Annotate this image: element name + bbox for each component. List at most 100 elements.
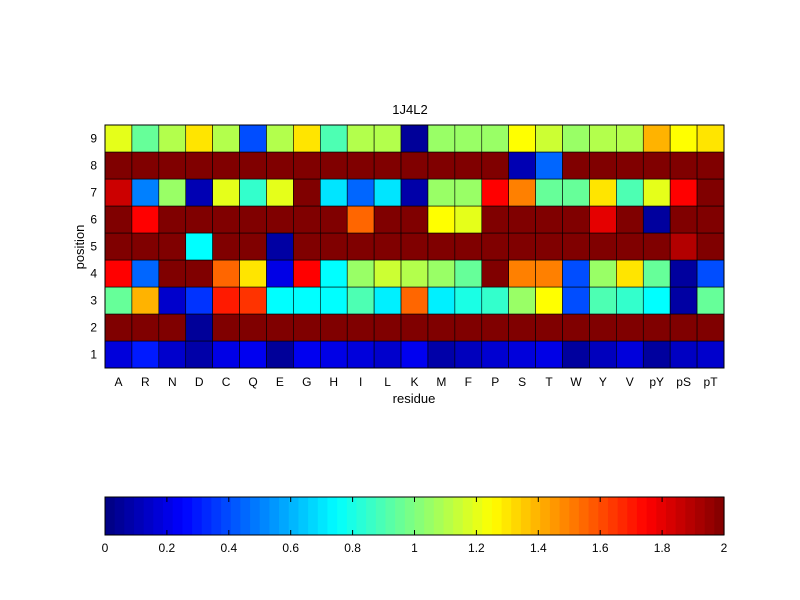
heatmap-cell [562,151,590,180]
heatmap-cell [212,259,240,288]
colorbar-swatch [627,497,638,535]
colorbar-swatch [375,497,387,535]
colorbar-swatch [240,497,251,535]
heatmap-cell [535,259,563,288]
heatmap-cell [185,340,213,369]
heatmap-cell [454,151,483,180]
colorbar-swatch [540,497,551,535]
heatmap-cell [266,286,294,315]
heatmap-cell [454,232,483,261]
x-tick-label: R [141,375,150,389]
heatmap-cell [185,124,213,153]
x-tick-label: H [329,375,338,389]
x-tick-label: F [465,375,472,389]
heatmap-cell [158,151,187,180]
heatmap-cell [185,178,213,207]
heatmap-cell [104,124,133,153]
heatmap-cell [266,178,294,207]
heatmap-cell [481,286,509,315]
colorbar-swatch [675,497,686,535]
x-tick-label: G [302,375,311,389]
y-tick-label: 6 [90,213,97,227]
heatmap-cell [373,232,402,261]
heatmap-cell [131,151,160,180]
colorbar-swatch [259,497,271,535]
heatmap-cell [669,313,698,342]
x-tick-label: K [410,375,418,389]
heatmap-cell [212,205,240,234]
colorbar-swatch [288,497,300,535]
heatmap-cell [319,124,348,153]
heatmap-cell [239,205,267,234]
heatmap-cell [158,232,187,261]
heatmap-cell [696,124,725,153]
heatmap-cell [104,232,133,261]
heatmap-cell [373,205,402,234]
colorbar-swatch [182,497,193,535]
colorbar-swatch [694,497,706,535]
colorbar-tick-label: 0.4 [220,541,237,555]
heatmap-cell [669,232,698,261]
heatmap-cell [319,313,348,342]
colorbar-swatch [685,497,696,535]
heatmap-cell [158,313,187,342]
x-tick-label: M [436,375,446,389]
colorbar-swatch [308,497,319,535]
heatmap-cell [454,205,483,234]
colorbar-swatch [230,497,241,535]
heatmap-cell [642,232,671,261]
heatmap-cell [427,205,456,234]
x-tick-label: N [168,375,177,389]
heatmap-cell [669,205,698,234]
heatmap-cell [616,313,644,342]
heatmap-cell [266,313,294,342]
heatmap-cell [185,259,213,288]
colorbar-swatch [385,497,396,535]
x-tick-label: V [626,375,634,389]
heatmap-cell [508,178,536,207]
colorbar-swatch [549,497,561,535]
colorbar-swatch [269,497,280,535]
heatmap-cell [293,286,321,315]
heatmap-cell [481,340,509,369]
heatmap-cell [427,124,456,153]
heatmap-cell [346,205,375,234]
heatmap-cell [454,313,483,342]
heatmap-cell [212,178,240,207]
heatmap-cell [185,205,213,234]
heatmap-cell [104,313,133,342]
heatmap-cell [642,340,671,369]
x-tick-label: W [570,375,582,389]
heatmap-cell [535,340,563,369]
x-tick-label: P [491,375,499,389]
colorbar-swatch [346,497,358,535]
colorbar-swatch [192,497,203,535]
colorbar-swatch [636,497,648,535]
x-tick-label: C [222,375,231,389]
x-tick-label: T [545,375,553,389]
heatmap-cell [400,205,429,234]
heatmap-cell [131,313,160,342]
heatmap-cell [508,124,536,153]
colorbar-swatch [607,497,619,535]
colorbar-swatch [114,497,125,535]
heatmap-cell [131,340,160,369]
heatmap-cell [373,259,402,288]
heatmap-cell [212,124,240,153]
heatmap-cell [696,151,725,180]
colorbar-swatch [395,497,406,535]
heatmap-cell [293,340,321,369]
heatmap-cell [481,151,509,180]
heatmap-cell [293,313,321,342]
heatmap-cell [696,313,725,342]
y-axis-label: position [72,225,87,270]
heatmap-cell [239,232,267,261]
heatmap-cell [616,340,644,369]
heatmap-cell [373,286,402,315]
colorbar-swatch [414,497,425,535]
heatmap-cell [239,286,267,315]
heatmap-cell [535,205,563,234]
heatmap-cell [266,124,294,153]
heatmap-cell [642,313,671,342]
colorbar-swatch [569,497,580,535]
